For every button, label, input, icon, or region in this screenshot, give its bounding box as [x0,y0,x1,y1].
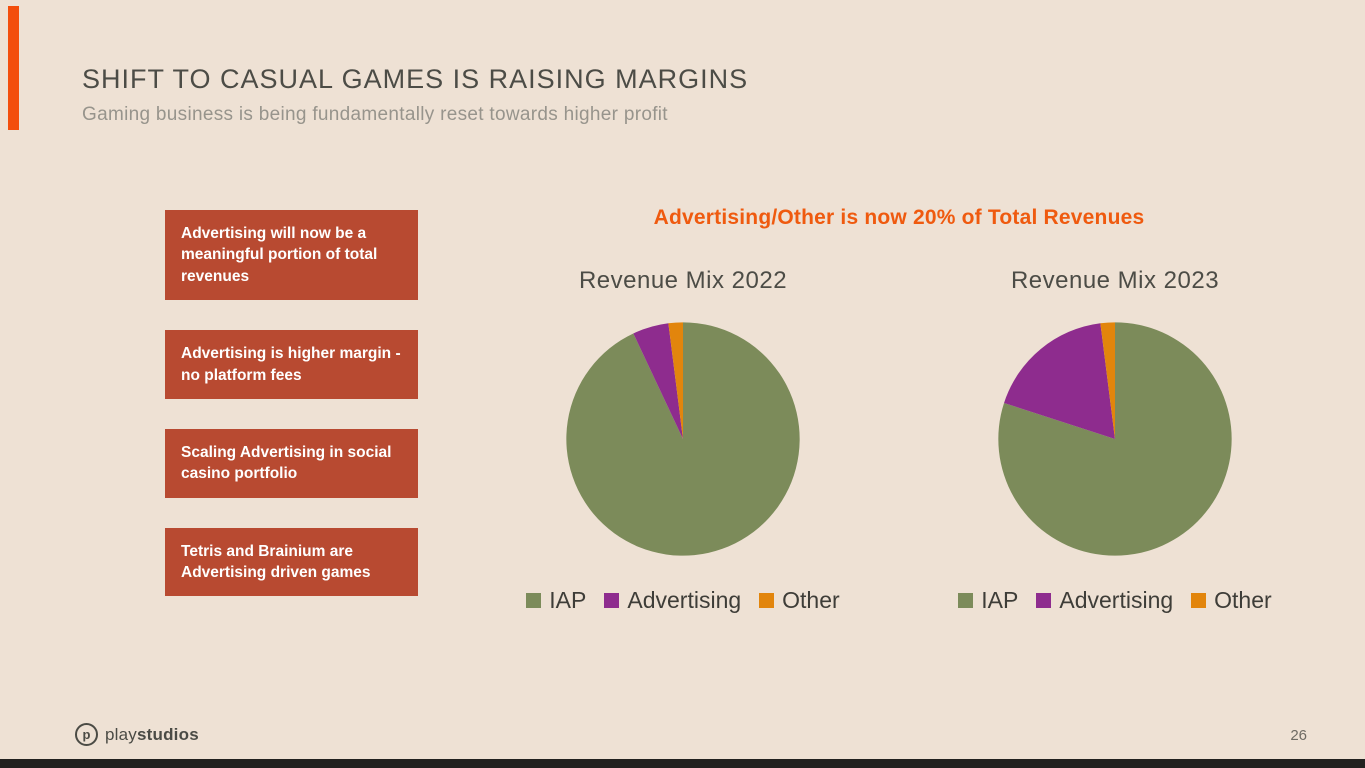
pie-slice-iap [566,322,800,556]
legend-swatch-advertising [1036,592,1052,608]
legend-label-iap: IAP [549,587,587,613]
callout-list: Advertising will now be a meaningful por… [165,210,418,597]
callout-box-4: Tetris and Brainium are Advertising driv… [165,527,418,597]
chart-legend-2022: IAP Advertising Other [526,586,840,614]
callout-box-2: Advertising is higher margin - no platfo… [165,330,418,399]
page-number: 26 [1290,727,1307,744]
callout-text: Advertising will now be a meaningful por… [181,225,378,285]
legend-item-iap: IAP [526,586,586,614]
legend-swatch-advertising [604,592,620,608]
playstudios-logo-icon: p [75,723,98,746]
chart-title-2023: Revenue Mix 2023 [1010,267,1220,294]
callout-box-1: Advertising will now be a meaningful por… [165,210,418,301]
pie-2023-svg [998,322,1232,556]
legend-swatch-other [1191,592,1207,608]
legend-swatch-other [759,592,775,608]
accent-bar [8,6,19,130]
legend-label-advertising: Advertising [1059,587,1174,613]
pie-slice-advertising [1004,323,1115,439]
logo-text-bold: studios [137,724,199,744]
chart-legend-2023: IAP Advertising Other [958,586,1272,614]
legend-item-other: Other [759,586,840,614]
legend-swatch-iap [958,592,974,608]
legend-label-other: Other [1214,587,1272,613]
pie-slice-other [668,322,683,439]
pie-chart-2022: Revenue Mix 2022 IAP Advertising Other [488,266,878,614]
legend-label-other: Other [782,587,840,613]
charts-row: Revenue Mix 2022 IAP Advertising Other [488,266,1310,614]
legend-item-iap: IAP [958,586,1018,614]
page-subtitle: Gaming business is being fundamentally r… [82,104,668,125]
callout-text: Advertising is higher margin - no platfo… [181,345,401,384]
chart-title-2022: Revenue Mix 2022 [578,267,788,294]
playstudios-logo-text: playstudios [105,725,199,745]
callout-text: Tetris and Brainium are Advertising driv… [181,542,371,581]
legend-item-advertising: Advertising [1036,586,1173,614]
callout-text: Scaling Advertising in social casino por… [181,443,392,483]
pie-slice-other [1100,322,1115,439]
legend-label-iap: IAP [981,587,1019,613]
legend-label-advertising: Advertising [627,587,742,613]
slide-header: SHIFT TO CASUAL GAMES IS RAISING MARGINS… [82,64,748,126]
legend-item-advertising: Advertising [604,586,741,614]
legend-item-other: Other [1191,586,1272,614]
legend-swatch-iap [526,592,542,608]
charts-area: Advertising/Other is now 20% of Total Re… [488,206,1310,614]
charts-headline: Advertising/Other is now 20% of Total Re… [653,206,1145,229]
page-title: SHIFT TO CASUAL GAMES IS RAISING MARGINS [82,64,749,94]
logo-text-regular: play [105,724,137,744]
pie-slice-advertising [633,323,683,439]
pie-chart-2023: Revenue Mix 2023 IAP Advertising Other [920,266,1310,614]
pie-slice-iap [998,322,1232,556]
callout-box-3: Scaling Advertising in social casino por… [165,428,418,498]
playstudios-logo: p playstudios [75,723,199,746]
pie-2022-svg [566,322,800,556]
bottom-strip [0,759,1365,768]
